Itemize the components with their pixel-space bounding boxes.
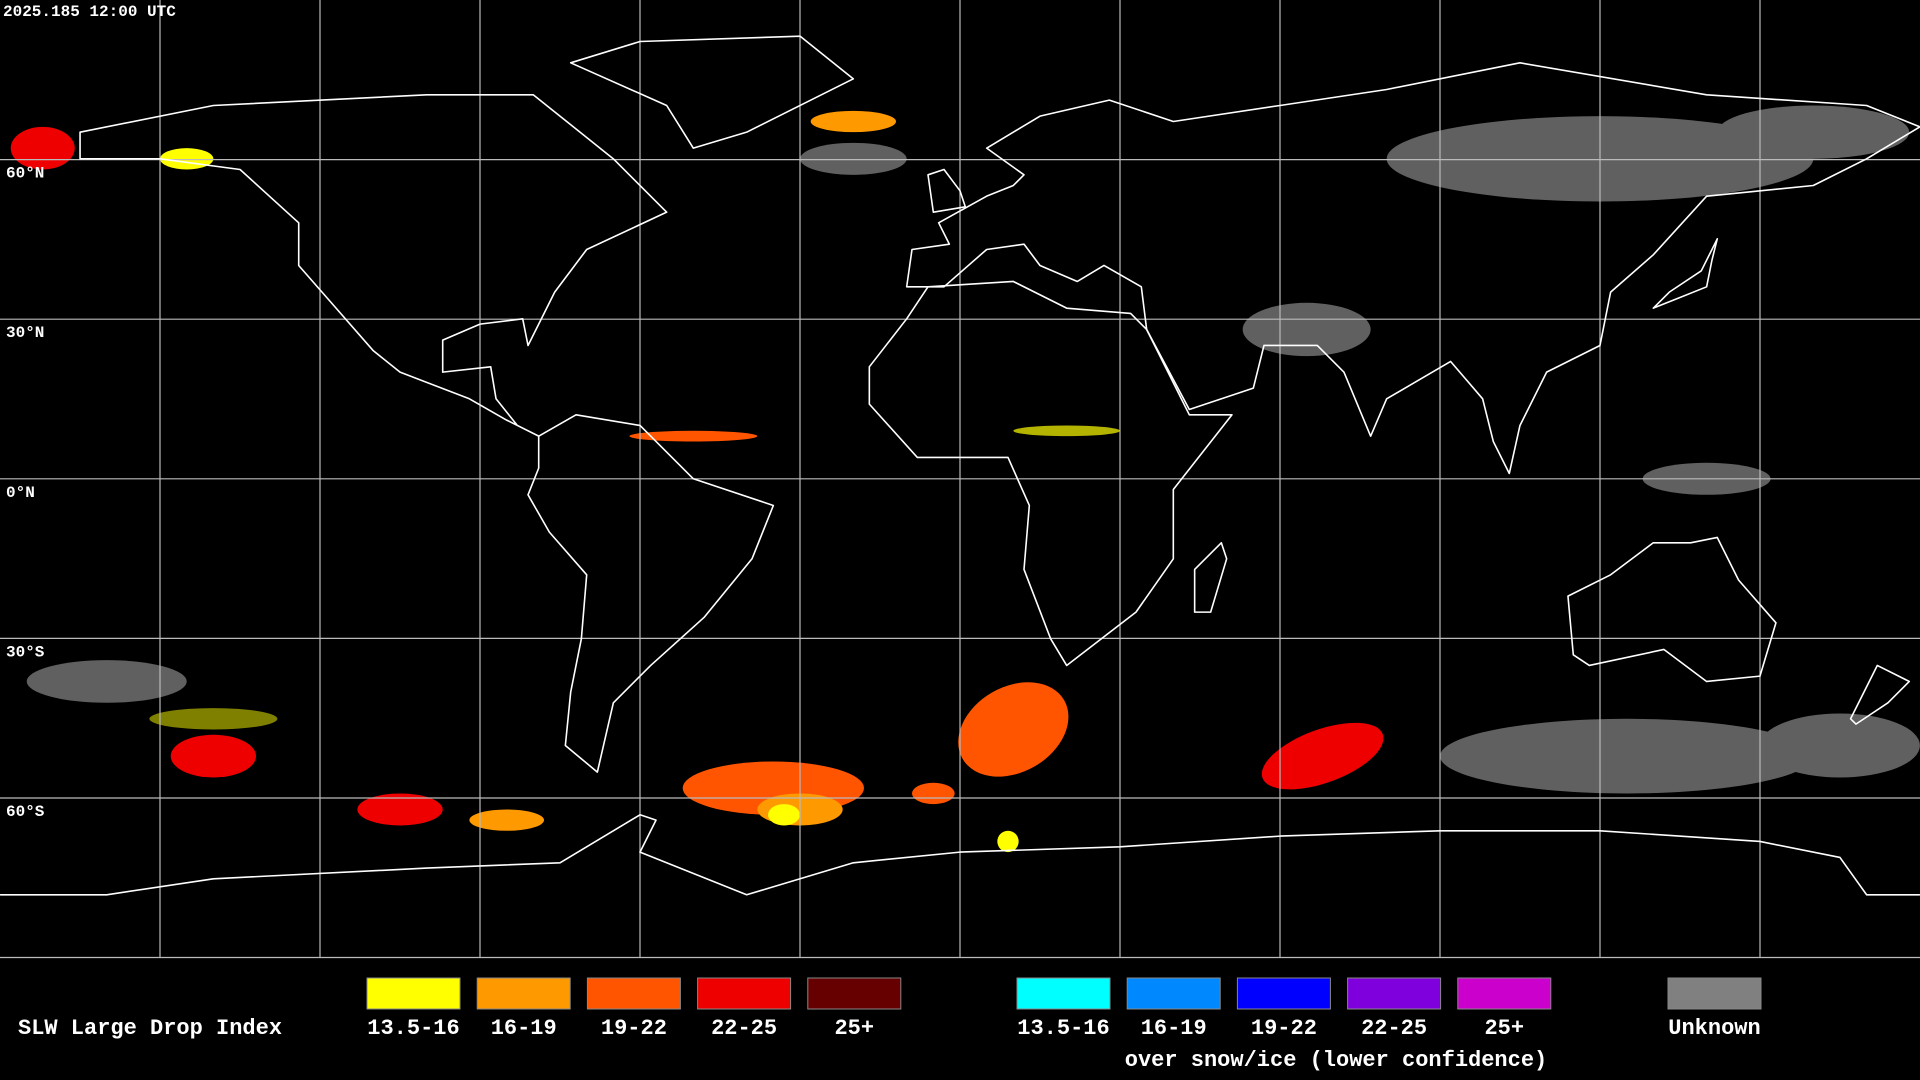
legend-swatch (1126, 977, 1221, 1010)
eurasia (907, 63, 1920, 474)
new-zealand (1851, 665, 1910, 724)
legend-label: 19-22 (1251, 1016, 1317, 1041)
imagery (10, 105, 1920, 853)
legend-label: 19-22 (601, 1016, 667, 1041)
latitude-label: 60°N (6, 165, 44, 183)
latitude-label: 30°S (6, 643, 45, 661)
timestamp: 2025.185 12:00 UTC (3, 3, 176, 21)
legend-swatch (1667, 977, 1762, 1010)
graticule (0, 0, 1920, 958)
legend-swatch (366, 977, 461, 1010)
south-america (528, 415, 773, 772)
japan (1653, 239, 1717, 308)
latitude-label: 0°N (6, 484, 35, 502)
legend-title: SLW Large Drop Index (18, 1016, 282, 1041)
legend-label: 13.5-16 (367, 1016, 459, 1041)
large-drop-patches (10, 110, 1384, 853)
british-isles (928, 169, 965, 212)
legend-swatch (807, 977, 902, 1010)
africa (869, 281, 1232, 665)
coastlines (0, 36, 1920, 895)
map-area: 2025.185 12:00 UTC 60°N 30°N 0°N 30°S 60°S (0, 0, 1920, 958)
legend-label: Unknown (1668, 1016, 1760, 1041)
north-america (80, 95, 667, 436)
legend-swatch (1016, 977, 1111, 1010)
latitude-label: 30°N (6, 324, 44, 342)
legend-label: 22-25 (711, 1016, 777, 1041)
legend-label: 16-19 (1141, 1016, 1207, 1041)
madagascar (1195, 543, 1227, 612)
legend-swatch (697, 977, 792, 1010)
legend-label: 25+ (834, 1016, 874, 1041)
legend-swatch (1457, 977, 1552, 1010)
legend: SLW Large Drop Index over snow/ice (lowe… (18, 977, 1762, 1073)
legend-swatch (586, 977, 681, 1010)
latitude-label: 60°S (6, 803, 45, 821)
legend-label: 13.5-16 (1017, 1016, 1109, 1041)
legend-label: 22-25 (1361, 1016, 1427, 1041)
legend-label: 25+ (1484, 1016, 1524, 1041)
legend-label: 16-19 (491, 1016, 557, 1041)
latitude-labels: 60°N 30°N 0°N 30°S 60°S (6, 165, 45, 821)
greenland (571, 36, 854, 148)
legend-swatch (476, 977, 571, 1010)
legend-swatch (1236, 977, 1331, 1010)
snow-ice-note: over snow/ice (lower confidence) (1125, 1048, 1547, 1073)
antarctica (0, 815, 1920, 895)
legend-swatch (1347, 977, 1442, 1010)
australia (1568, 537, 1776, 681)
